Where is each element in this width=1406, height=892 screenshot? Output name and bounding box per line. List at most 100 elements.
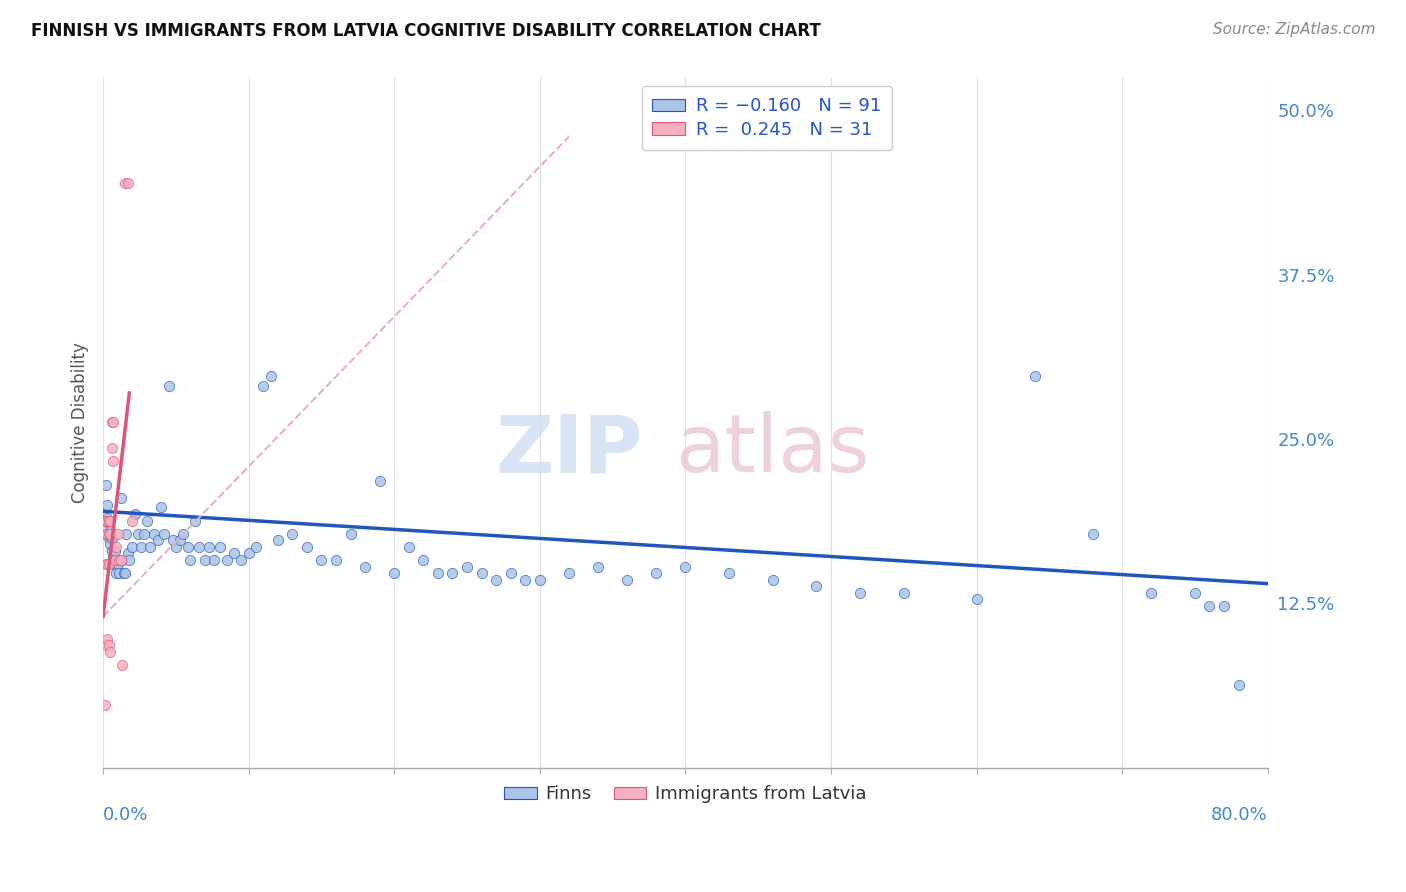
Point [1213, 599, 1236, 613]
Point [94, 514, 117, 528]
Point [96, 514, 118, 528]
Point [117, 176, 139, 190]
Point [208, 540, 231, 554]
Point [1227, 678, 1250, 692]
Point [93, 526, 115, 541]
Point [150, 500, 173, 515]
Point [1140, 586, 1163, 600]
Point [184, 514, 207, 528]
Point [105, 566, 128, 581]
Text: 0.0%: 0.0% [103, 805, 149, 823]
Point [135, 514, 157, 528]
Point [105, 557, 128, 571]
Point [132, 526, 155, 541]
Point [93, 698, 115, 712]
Point [118, 553, 141, 567]
Point [718, 566, 741, 581]
Point [103, 557, 125, 571]
Point [121, 514, 143, 528]
Point [101, 543, 124, 558]
Point [100, 645, 122, 659]
Point [966, 592, 988, 607]
Point [100, 537, 122, 551]
Point [1081, 526, 1104, 541]
Point [325, 553, 347, 567]
Text: FINNISH VS IMMIGRANTS FROM LATVIA COGNITIVE DISABILITY CORRELATION CHART: FINNISH VS IMMIGRANTS FROM LATVIA COGNIT… [31, 22, 821, 40]
Point [673, 559, 696, 574]
Point [339, 526, 361, 541]
Point [107, 526, 129, 541]
Point [96, 498, 118, 512]
Point [529, 573, 551, 587]
Point [94, 557, 117, 571]
Point [252, 379, 274, 393]
Point [97, 557, 120, 571]
Point [94, 639, 117, 653]
Point [1198, 599, 1220, 613]
Point [179, 553, 201, 567]
Point [96, 511, 118, 525]
Point [97, 526, 120, 541]
Point [176, 540, 198, 554]
Point [162, 533, 184, 548]
Point [97, 517, 120, 532]
Point [382, 566, 405, 581]
Point [202, 553, 225, 567]
Point [94, 526, 117, 541]
Point [148, 533, 170, 548]
Point [114, 566, 136, 581]
Point [499, 566, 522, 581]
Point [172, 526, 194, 541]
Point [849, 586, 872, 600]
Point [412, 553, 434, 567]
Point [1184, 586, 1206, 600]
Point [231, 553, 253, 567]
Text: atlas: atlas [675, 411, 870, 489]
Point [153, 526, 176, 541]
Point [101, 441, 124, 455]
Legend: Finns, Immigrants from Latvia: Finns, Immigrants from Latvia [496, 778, 875, 811]
Point [471, 566, 494, 581]
Point [311, 553, 333, 567]
Point [238, 546, 260, 560]
Point [194, 553, 217, 567]
Text: 80.0%: 80.0% [1211, 805, 1268, 823]
Point [165, 540, 187, 554]
Point [104, 553, 127, 567]
Point [515, 573, 537, 587]
Point [112, 566, 135, 581]
Point [124, 507, 146, 521]
Point [103, 454, 125, 468]
Point [586, 559, 609, 574]
Point [426, 566, 449, 581]
Point [111, 553, 134, 567]
Point [100, 526, 122, 541]
Point [198, 540, 221, 554]
Point [143, 526, 166, 541]
Point [97, 639, 120, 653]
Point [101, 531, 124, 545]
Point [100, 524, 122, 538]
Y-axis label: Cognitive Disability: Cognitive Disability [72, 343, 89, 503]
Point [101, 415, 124, 429]
Text: ZIP: ZIP [495, 411, 643, 489]
Point [103, 415, 125, 429]
Point [806, 579, 828, 593]
Point [456, 559, 478, 574]
Point [616, 573, 638, 587]
Point [245, 540, 267, 554]
Point [103, 550, 125, 565]
Point [93, 514, 115, 528]
Point [558, 566, 581, 581]
Point [108, 553, 131, 567]
Point [295, 540, 318, 554]
Point [762, 573, 785, 587]
Point [215, 553, 238, 567]
Point [96, 526, 118, 541]
Point [368, 474, 391, 488]
Point [441, 566, 464, 581]
Point [398, 540, 420, 554]
Point [117, 546, 139, 560]
Point [281, 526, 304, 541]
Point [157, 379, 180, 393]
